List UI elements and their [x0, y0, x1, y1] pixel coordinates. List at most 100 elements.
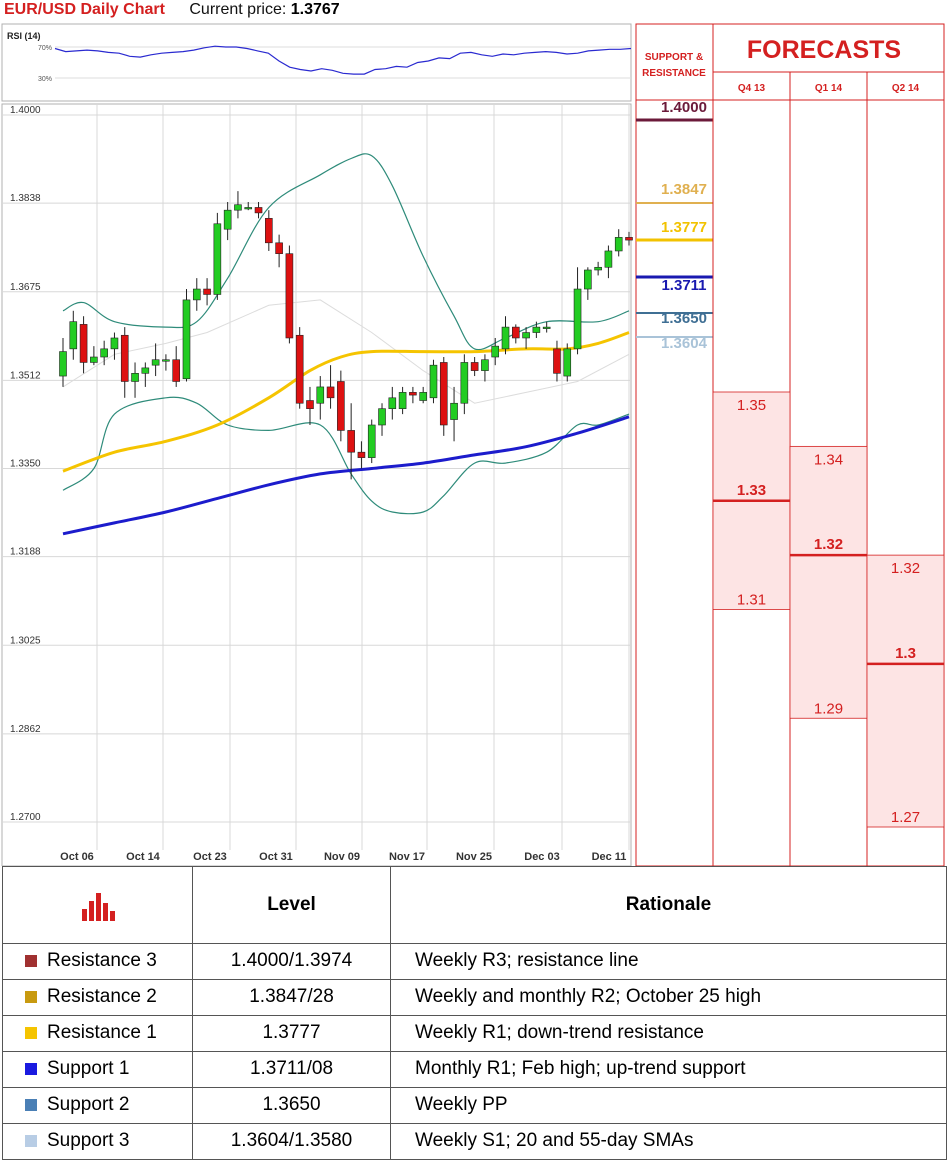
candle [419, 386, 427, 404]
levels-table: Level Rationale Resistance 3 1.4000/1.397… [2, 866, 947, 1161]
level-name: Resistance 1 [47, 1022, 157, 1044]
x-tick-label: Nov 17 [389, 851, 425, 863]
levels-table-header: Level Rationale [2, 866, 947, 944]
candle [110, 332, 119, 360]
sr-panel [635, 23, 714, 866]
candle [584, 267, 592, 300]
y-axis: 1.4000 1.3838 1.3675 1.3512 1.3350 1.3188 1.30… [10, 105, 41, 823]
y-tick-label: 1.3025 [10, 635, 41, 646]
candle [337, 370, 345, 442]
level-name-cell: Support 1 [2, 1050, 193, 1088]
candle [234, 191, 242, 219]
candle [542, 321, 551, 333]
candle [470, 357, 479, 377]
candle [573, 267, 582, 355]
level-value: 1.3777 [192, 1014, 391, 1052]
candles [59, 191, 633, 480]
price-chart: RSI (14) 70% 30% 1.40001.38381.36751.351… [1, 23, 945, 866]
forecast-range-box [866, 554, 945, 828]
candle [388, 386, 397, 420]
candle [501, 316, 510, 355]
candle [532, 321, 541, 338]
candle [151, 343, 160, 377]
candle [316, 376, 325, 420]
candle [244, 202, 253, 211]
candle [522, 327, 530, 349]
level-name: Resistance 3 [47, 950, 157, 972]
y-tick-label: 1.3350 [10, 459, 41, 470]
bollinger-lower-band [62, 396, 630, 515]
candle [131, 362, 139, 398]
candle [192, 278, 201, 311]
level-value: 1.3847/28 [192, 978, 391, 1016]
candle [223, 202, 232, 241]
level-rationale: Weekly and monthly R2; October 25 high [390, 978, 947, 1016]
sr-level-label: 1.4000 [661, 99, 707, 116]
level-name-cell: Resistance 3 [2, 942, 193, 980]
level-value: 1.3711/08 [192, 1050, 391, 1088]
x-tick-label: Nov 09 [324, 851, 360, 863]
level-color-swatch [25, 991, 37, 1004]
x-tick-label: Oct 31 [259, 851, 293, 863]
candle [563, 343, 572, 382]
level-name-cell: Support 3 [2, 1122, 193, 1161]
candle [306, 386, 314, 425]
level-rationale: Weekly R1; down-trend resistance [390, 1014, 947, 1052]
candle [553, 340, 561, 382]
level-name: Support 2 [47, 1094, 130, 1116]
price-panel [1, 103, 632, 866]
rsi-70-label: 70% [38, 45, 52, 52]
candle [604, 245, 613, 279]
sr-header-line2: RESISTANCE [642, 68, 706, 79]
level-color-swatch [25, 1027, 37, 1040]
candle [614, 229, 623, 257]
y-tick-label: 1.2700 [10, 812, 41, 823]
levels-table-row: Support 3 1.3604/1.3580 Weekly S1; 20 and … [2, 1122, 947, 1161]
candle [295, 327, 304, 409]
chart-title: EUR/USD Daily Chart [4, 1, 165, 18]
candle [326, 365, 335, 409]
candle [398, 386, 407, 415]
bollinger-mid-line [62, 299, 630, 404]
rsi-label: RSI (14) [7, 31, 41, 41]
level-value: 1.3604/1.3580 [192, 1122, 391, 1161]
current-price-label: Current price: [189, 1, 287, 18]
sr-level-label: 1.3711 [661, 277, 706, 294]
sr-levels: 1.4000 1.3847 1.3777 1.3711 1.3650 1.3604 [636, 99, 713, 352]
levels-table-row: Support 1 1.3711/08 Monthly R1; Feb high; … [2, 1050, 947, 1088]
forecast-mid: 1.3 [895, 645, 916, 662]
candle [460, 354, 469, 415]
bar-chart-icon [81, 892, 115, 921]
forecast-mid: 1.32 [814, 536, 843, 553]
candle [511, 324, 520, 344]
level-color-swatch [25, 1063, 37, 1076]
rsi-panel [1, 23, 632, 102]
x-tick-label: Oct 23 [193, 851, 227, 863]
level-value: 1.4000/1.3974 [192, 942, 391, 980]
forecast-high: 1.35 [737, 397, 766, 414]
sma-slow-line [62, 415, 630, 536]
y-tick-label: 1.3188 [10, 547, 41, 558]
candle [429, 359, 438, 404]
candle [254, 202, 263, 219]
level-color-swatch [25, 1135, 37, 1148]
table-icon-cell [2, 866, 193, 944]
level-color-swatch [25, 955, 37, 968]
y-tick-label: 1.3675 [10, 282, 41, 293]
level-name-cell: Support 2 [2, 1086, 193, 1124]
candle [203, 278, 211, 306]
candle [439, 357, 448, 436]
y-tick-label: 1.2862 [10, 724, 41, 735]
levels-table-row: Resistance 2 1.3847/28 Weekly and monthly … [2, 978, 947, 1016]
x-tick-label: Dec 11 [592, 851, 627, 863]
candle [285, 245, 294, 344]
forecast-col-header: Q2 14 [892, 83, 920, 94]
level-color-swatch [25, 1099, 37, 1112]
y-tick-label: 1.3838 [10, 193, 41, 204]
candle [378, 403, 386, 436]
level-rationale: Weekly PP [390, 1086, 947, 1124]
level-rationale: Weekly S1; 20 and 55-day SMAs [390, 1122, 947, 1161]
level-rationale: Monthly R1; Feb high; up-trend support [390, 1050, 947, 1088]
candle [594, 261, 602, 276]
x-tick-label: Oct 14 [126, 851, 161, 863]
